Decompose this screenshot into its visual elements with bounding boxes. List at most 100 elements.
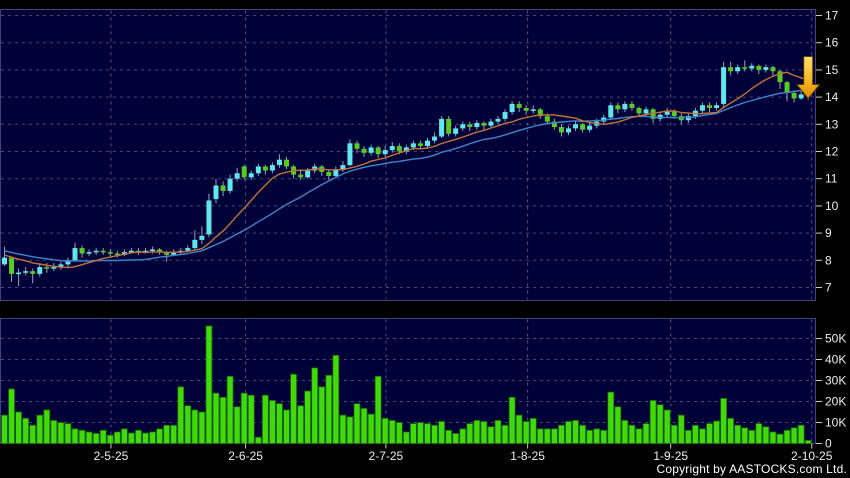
volume-bar [551, 428, 558, 444]
price-axis-label: 16 [825, 36, 839, 50]
volume-bar [755, 423, 763, 444]
volume-bar [374, 375, 382, 444]
candle [255, 166, 261, 174]
candle [488, 121, 494, 126]
volume-bar [508, 396, 516, 444]
volume-axis-label: 30K [825, 374, 846, 388]
volume-bar [600, 429, 608, 444]
candle [58, 264, 64, 268]
candle [474, 122, 480, 128]
candle [763, 67, 769, 70]
volume-bar [424, 423, 431, 444]
candle [16, 272, 22, 275]
volume-bar [120, 428, 128, 444]
volume-bar [261, 394, 269, 444]
candle [537, 109, 543, 117]
volume-bar [135, 429, 142, 444]
volume-bar [57, 422, 65, 444]
candle [650, 109, 656, 119]
volume-axis-label: 40K [825, 353, 846, 367]
volume-bar [43, 409, 51, 444]
candle [150, 249, 156, 252]
candle [643, 109, 649, 114]
volume-bar [367, 413, 375, 444]
candle [446, 118, 452, 134]
candle [629, 103, 635, 108]
volume-bar [127, 432, 135, 444]
volume-bar [170, 424, 178, 444]
candle [417, 143, 423, 147]
volume-bar [501, 424, 509, 444]
volume-bar [268, 400, 276, 444]
candle [241, 166, 247, 178]
axis-labels: 7 8 9 10 11 12 13 14 15 16 17 0 10K 20K 30K 40K 50K 2-5-2… [94, 9, 847, 464]
volume-bar [15, 411, 23, 444]
volume-bar [649, 400, 657, 444]
candle [185, 248, 191, 251]
volume-bar [741, 427, 749, 444]
candle [410, 143, 416, 148]
candle [284, 159, 289, 167]
volume-bar [50, 419, 58, 444]
volume-bar [692, 424, 699, 444]
candle [86, 252, 92, 254]
volume-bar [621, 419, 629, 444]
volume-bar [149, 431, 156, 444]
volume-bar [332, 354, 340, 444]
volume-bar [92, 433, 100, 444]
volume-bar [99, 429, 107, 444]
x-axis-date-label: 2-5-25 [94, 449, 129, 463]
candle [9, 257, 15, 274]
candle [44, 267, 50, 269]
volume-bar [663, 409, 671, 444]
candle [234, 173, 240, 179]
volume-bar [85, 431, 93, 444]
volume-bar [276, 403, 283, 444]
volume-bar [579, 424, 586, 444]
volume-bar [734, 424, 742, 444]
volume-bar [71, 428, 79, 444]
price-axis-label: 14 [825, 90, 839, 104]
candle [107, 252, 113, 254]
volume-bar [106, 434, 114, 444]
volume-bar [177, 386, 185, 444]
volume-axis-label: 10K [825, 416, 846, 430]
price-axis-label: 12 [825, 145, 839, 159]
candle [326, 171, 332, 176]
price-axis-label: 17 [825, 9, 839, 23]
candle [671, 110, 677, 117]
volume-bar [254, 436, 262, 444]
candle [742, 67, 748, 69]
candle [396, 146, 402, 152]
ma-line-ma10 [4, 71, 809, 269]
candle [439, 118, 445, 137]
candle [566, 128, 571, 133]
candle [199, 235, 205, 240]
candle [587, 125, 593, 130]
candle [382, 150, 388, 155]
price-pane-canvas[interactable] [0, 9, 816, 301]
price-axis-label: 8 [825, 253, 832, 267]
price-axis-label: 10 [825, 199, 839, 213]
copyright-text: Copyright by AASTOCKS.com Ltd. [656, 462, 847, 476]
volume-bar [29, 424, 37, 444]
volume-bar [226, 375, 234, 444]
candle [248, 173, 254, 178]
volume-bar [790, 427, 798, 444]
candle [333, 169, 339, 176]
volume-bar [290, 373, 297, 444]
candle [143, 250, 148, 253]
volume-bar [113, 431, 121, 444]
volume-bar [360, 408, 368, 444]
volume-bar [240, 392, 248, 444]
volume-bar [720, 397, 727, 444]
candle [467, 124, 473, 128]
volume-bar [247, 394, 255, 444]
volume-bar [529, 417, 537, 444]
candle [100, 250, 106, 253]
volume-bar [402, 431, 410, 444]
volume-bar [635, 428, 643, 444]
candle [425, 140, 430, 147]
volume-bar [304, 390, 312, 444]
